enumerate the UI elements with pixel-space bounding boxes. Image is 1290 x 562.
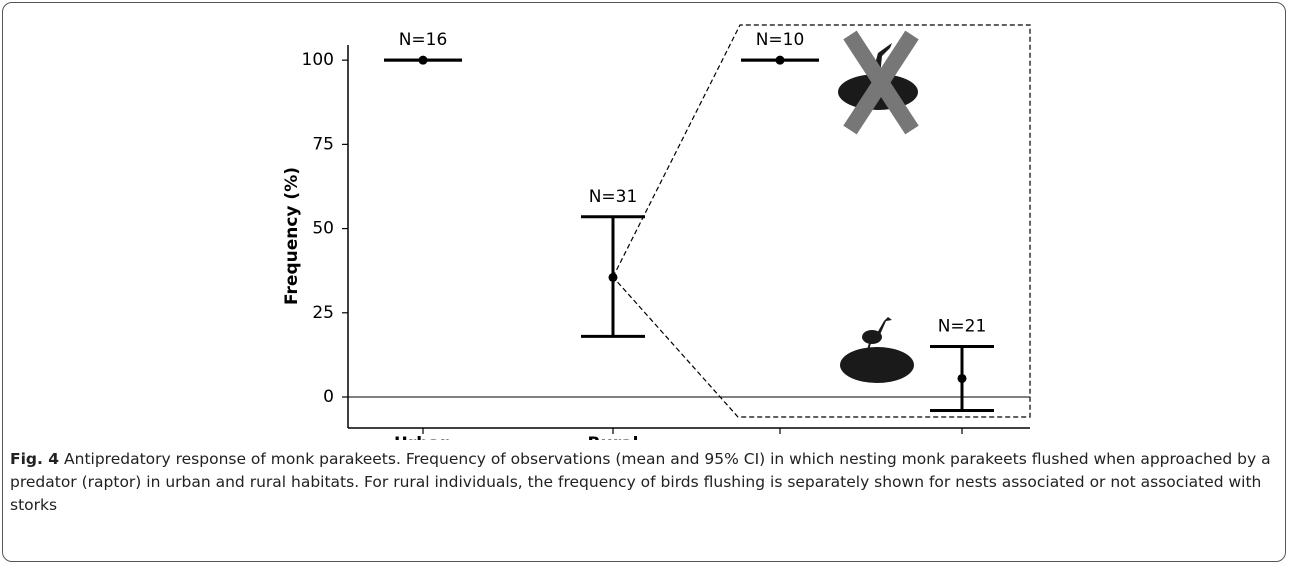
mean-point: [776, 56, 785, 65]
y-tick-label: 25: [312, 303, 334, 323]
y-axis-label: Frequency (%): [282, 167, 302, 305]
mean-point: [609, 273, 618, 282]
stork-nest: [840, 317, 914, 383]
mean-point: [958, 374, 967, 383]
n-label: N=16: [399, 30, 448, 50]
n-label: N=31: [589, 187, 638, 207]
page: Frequency (%) 0 25 50 75 100 Urban Rural N=16 N=…: [0, 0, 1290, 550]
mean-point: [419, 56, 428, 65]
zoom-outline: [613, 25, 1030, 417]
y-tick-label: 0: [323, 387, 334, 407]
x-tick-label: Rural: [588, 434, 639, 440]
caption-text: Antipredatory response of monk parakeets…: [10, 450, 1271, 514]
y-tick-label: 75: [312, 134, 334, 154]
chart: Frequency (%) 0 25 50 75 100 Urban Rural N=16 N=…: [0, 0, 1290, 440]
caption-label: Fig. 4: [10, 450, 59, 468]
n-label: N=10: [756, 30, 805, 50]
y-tick-label: 50: [312, 219, 334, 239]
y-tick-label: 100: [302, 50, 334, 70]
stork-nest-crossed: [838, 35, 918, 130]
caption: Fig. 4 Antipredatory response of monk pa…: [10, 448, 1275, 517]
x-tick-label: Urban: [394, 434, 452, 440]
n-label: N=21: [938, 316, 987, 336]
